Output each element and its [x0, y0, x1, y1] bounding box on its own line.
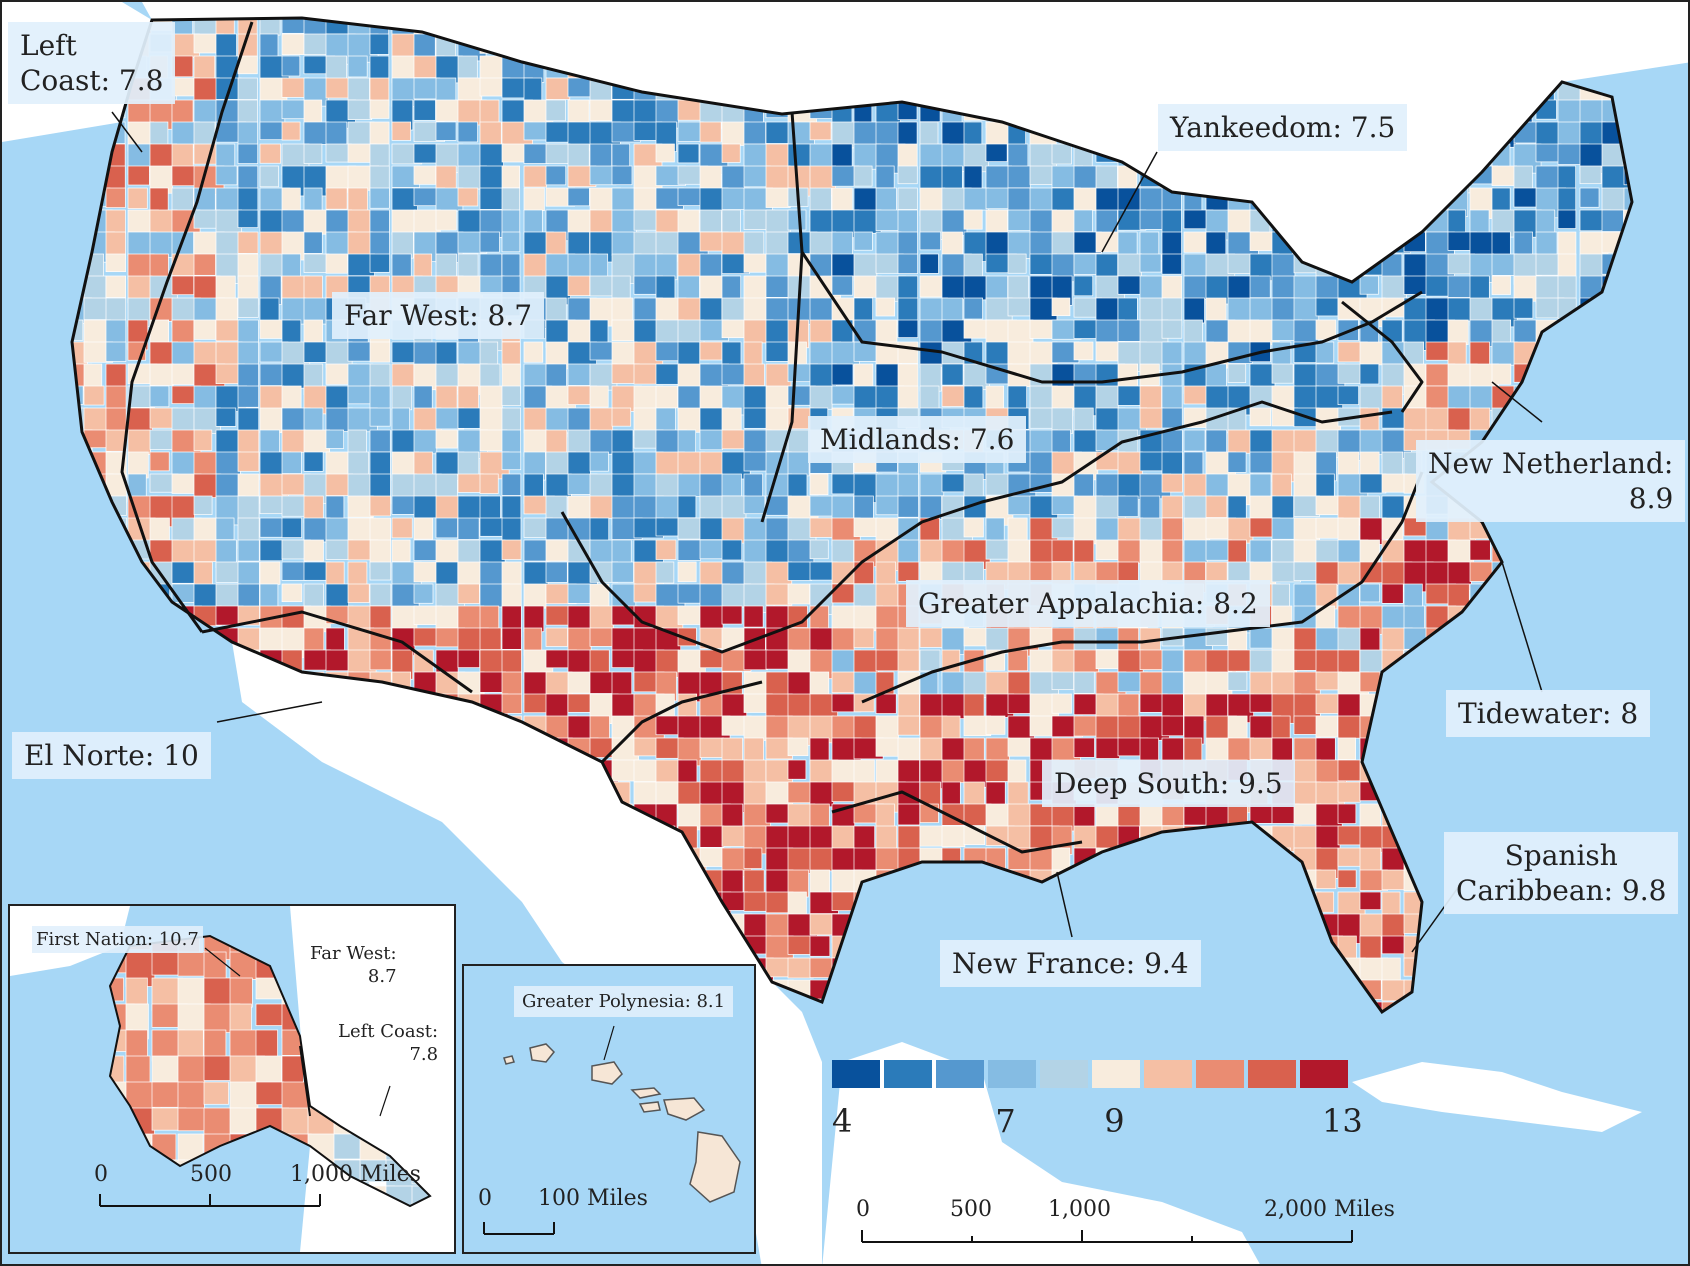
label-greater-appalachia: Greater Appalachia: 8.2 — [906, 580, 1270, 627]
legend-swatch — [1144, 1060, 1192, 1088]
alaska-inset: First Nation: 10.7 Far West: 8.7 Left Co… — [8, 904, 456, 1254]
legend-swatch — [936, 1060, 984, 1088]
ak-left-coast-line1: Left Coast: — [338, 1021, 439, 1042]
ak-label-first-nation: First Nation: 10.7 — [32, 926, 203, 954]
legend-tick-label: 9 — [1104, 1102, 1125, 1140]
label-midlands: Midlands: 7.6 — [808, 416, 1027, 463]
main-scale-0: 0 — [856, 1197, 870, 1222]
leader-lines — [111, 111, 1543, 953]
main-scale-2000: 2,000 Miles — [1264, 1197, 1395, 1222]
spanish-caribbean-line1: Spanish — [1504, 839, 1618, 872]
ak-far-west-line2: 8.7 — [367, 966, 397, 988]
legend-swatch — [884, 1060, 932, 1088]
ak-scale-1000: 1,000 Miles — [290, 1162, 421, 1187]
us-outline — [70, 16, 1634, 1015]
ak-left-coast-line2: 7.8 — [409, 1044, 439, 1066]
legend-tick-label: 13 — [1322, 1102, 1363, 1140]
legend-tick-label: 7 — [995, 1102, 1016, 1140]
label-far-west: Far West: 8.7 — [332, 292, 545, 339]
label-new-netherland: New Netherland: 8.9 — [1416, 440, 1686, 522]
legend-swatch — [832, 1060, 880, 1088]
label-spanish-caribbean: Spanish Caribbean: 9.8 — [1444, 832, 1679, 914]
ak-scale-0: 0 — [94, 1162, 108, 1187]
legend-swatch — [988, 1060, 1036, 1088]
legend-swatch — [1196, 1060, 1244, 1088]
left-coast-line1: Left — [20, 29, 77, 62]
label-el-norte: El Norte: 10 — [12, 732, 211, 779]
region-boundaries — [120, 21, 1424, 854]
label-deep-south: Deep South: 9.5 — [1042, 760, 1295, 807]
hawaii-inset: Greater Polynesia: 8.1 0 100 Miles — [462, 964, 756, 1254]
main-scale-bar — [861, 1230, 1353, 1243]
label-tidewater: Tidewater: 8 — [1446, 690, 1651, 737]
ak-scale-500: 500 — [190, 1162, 232, 1187]
main-scale-500: 500 — [950, 1197, 992, 1222]
legend-swatch — [1092, 1060, 1140, 1088]
main-scale-1000: 1,000 — [1048, 1197, 1111, 1222]
label-left-coast: Left Coast: 7.8 — [8, 22, 176, 104]
new-netherland-line2: 8.9 — [1628, 482, 1674, 515]
new-netherland-line1: New Netherland: — [1428, 447, 1674, 480]
hawaiian-islands — [503, 1043, 741, 1203]
legend-tick-label: 4 — [832, 1102, 853, 1140]
hawaii-map — [483, 1025, 741, 1235]
label-yankeedom: Yankeedom: 7.5 — [1158, 104, 1408, 151]
legend-swatch — [1040, 1060, 1088, 1088]
ak-label-far-west: Far West: 8.7 — [310, 942, 397, 989]
left-coast-line2: Coast: 7.8 — [20, 64, 164, 97]
hi-scale-100: 100 Miles — [538, 1186, 648, 1211]
hi-label-greater-polynesia: Greater Polynesia: 8.1 — [514, 986, 734, 1018]
spanish-caribbean-line2: Caribbean: 9.8 — [1456, 874, 1667, 907]
hi-scale-0: 0 — [478, 1186, 492, 1211]
label-new-france: New France: 9.4 — [940, 940, 1201, 987]
ak-far-west-line1: Far West: — [310, 943, 397, 964]
legend-swatch — [1248, 1060, 1296, 1088]
ak-label-left-coast: Left Coast: 7.8 — [338, 1020, 438, 1067]
legend-swatch — [1300, 1060, 1348, 1088]
alaska-map — [10, 906, 454, 1252]
